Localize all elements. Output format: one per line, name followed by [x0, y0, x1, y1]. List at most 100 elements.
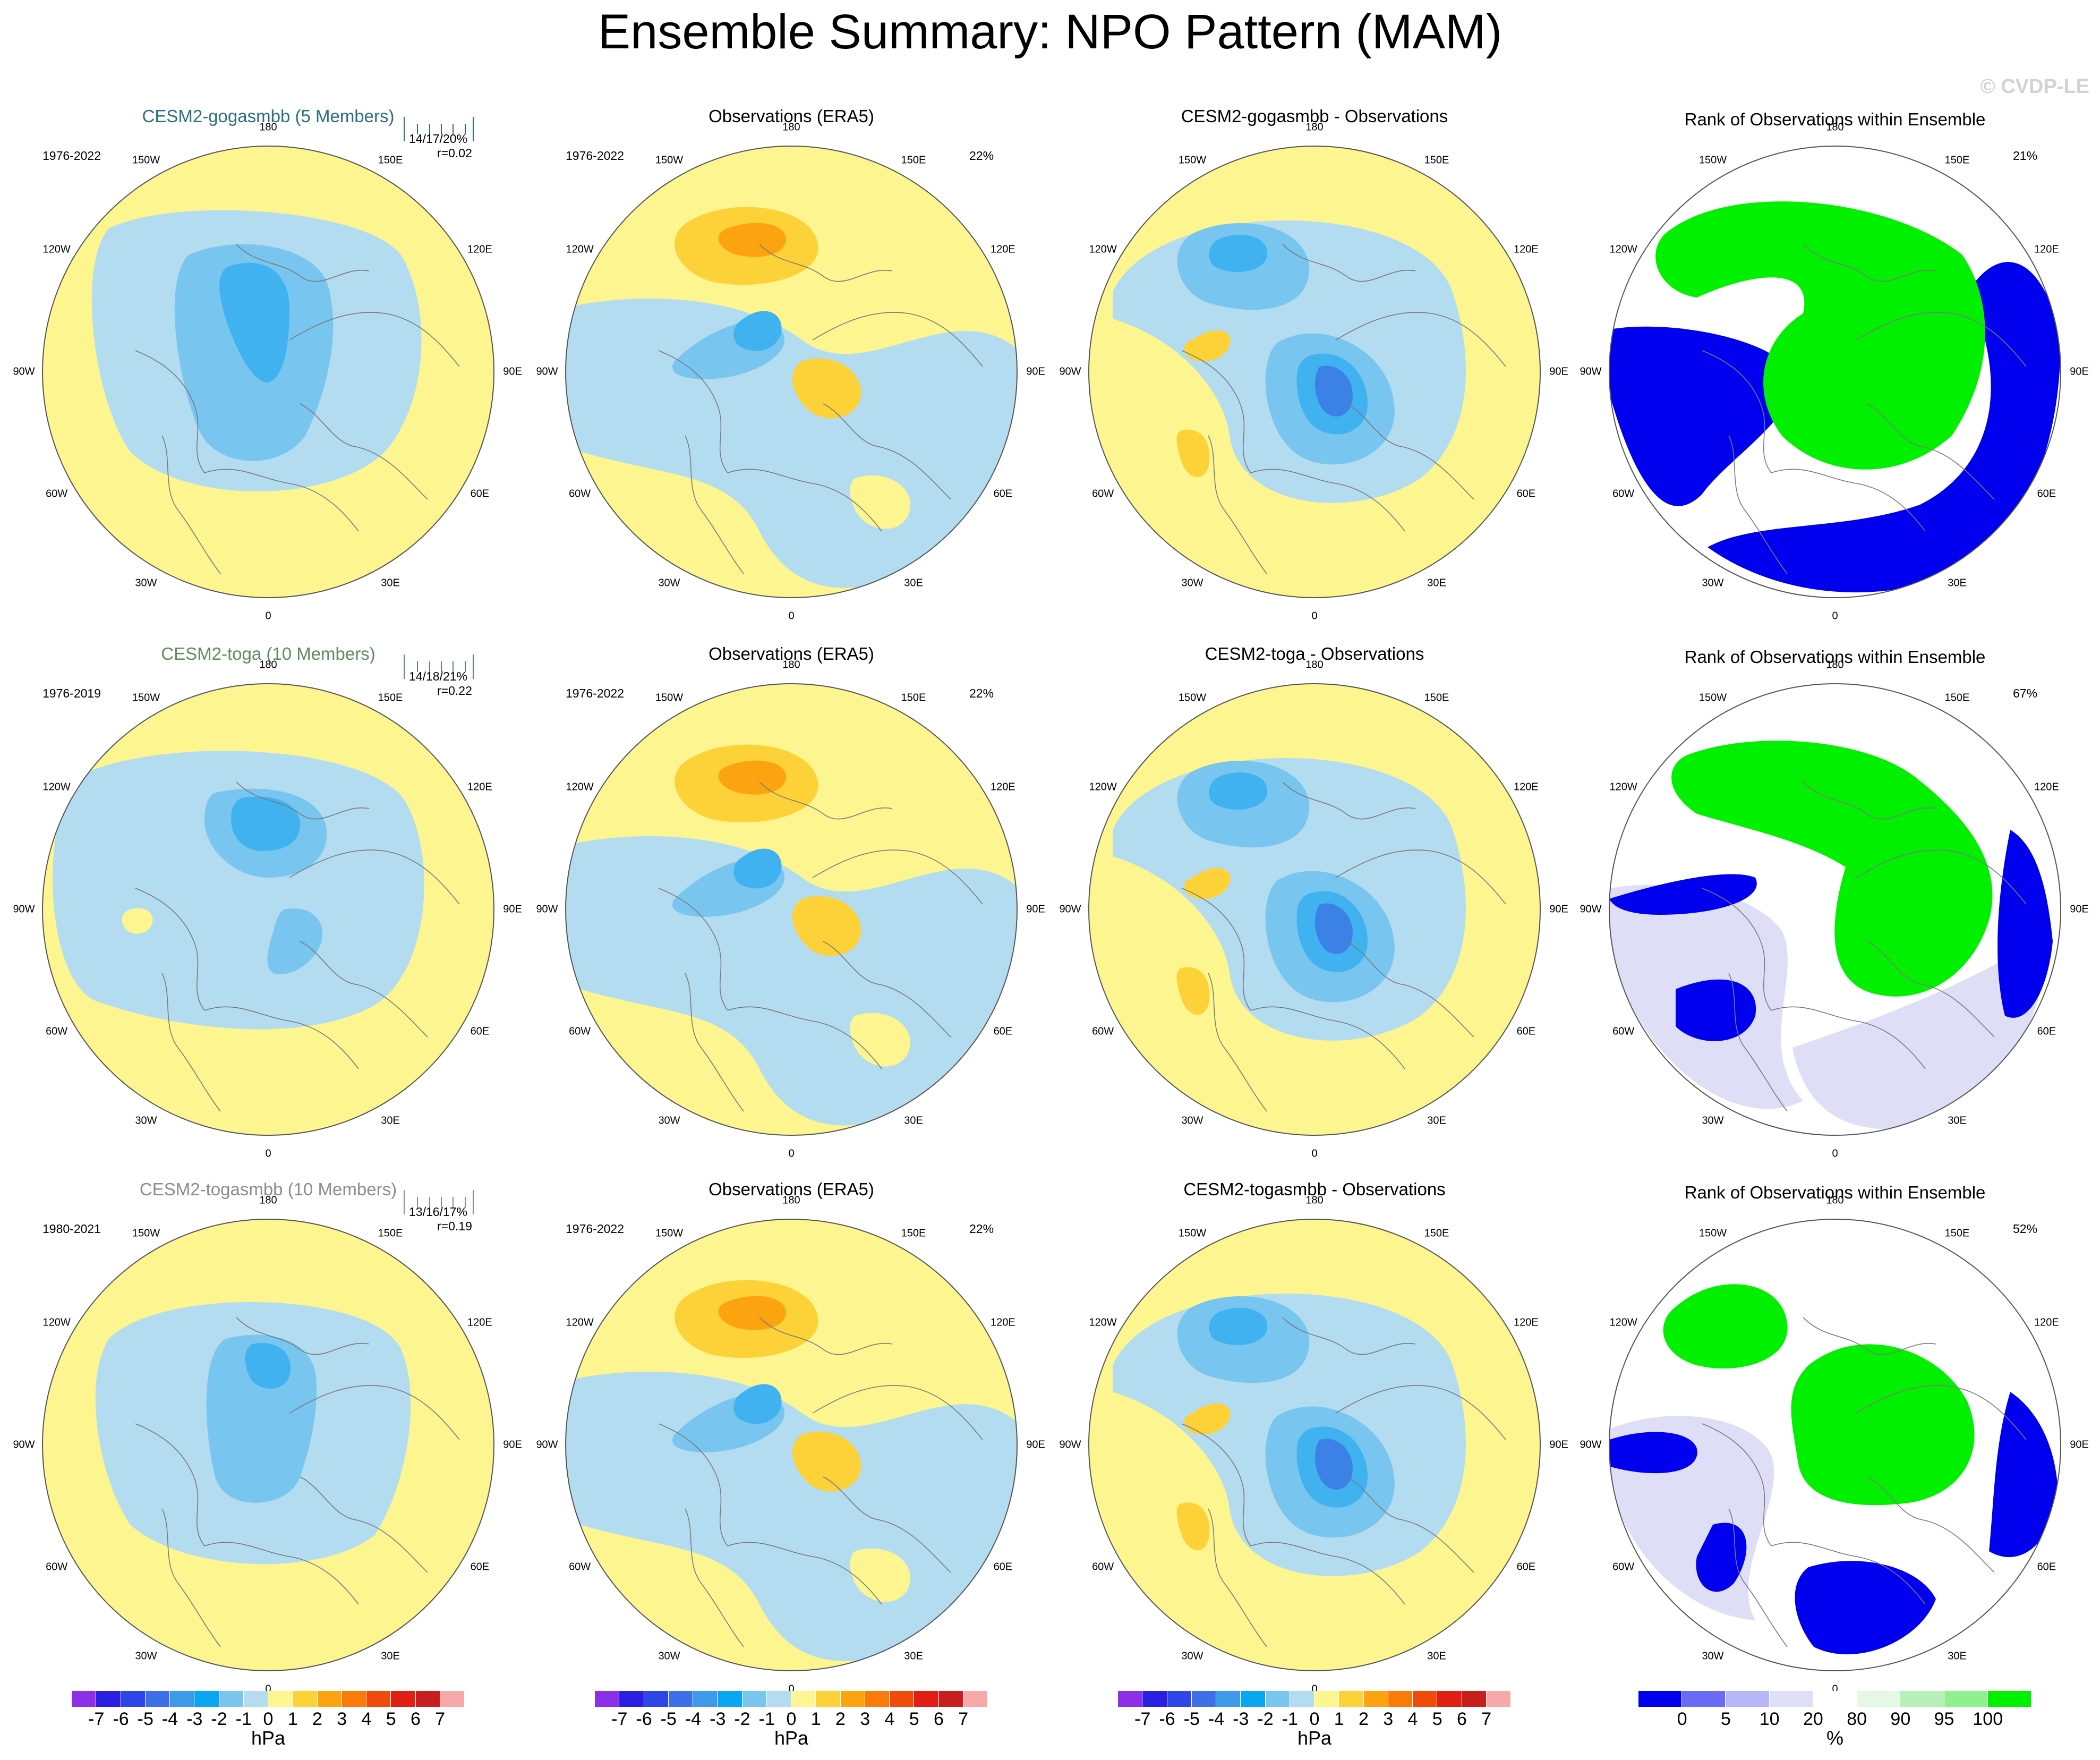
coastline — [135, 888, 205, 1011]
longitude-label: 90E — [1549, 1439, 1568, 1451]
longitude-label: 30E — [381, 1115, 400, 1127]
longitude-label: 30W — [1702, 1115, 1724, 1127]
longitude-label: 150E — [1944, 1227, 1970, 1239]
longitude-label: 150W — [1178, 1227, 1207, 1239]
coastline — [236, 244, 370, 282]
longitude-label: 120E — [1514, 781, 1539, 793]
longitude-label: 150E — [1424, 154, 1449, 166]
coastline — [1702, 888, 1772, 1011]
watermark: © CVDP-LE — [1980, 75, 2089, 98]
longitude-label: 0 — [788, 1683, 795, 1695]
diff-panel-title: CESM2-togasmbb - Observations — [1183, 1179, 1446, 1199]
hpa-colorbar — [72, 1691, 465, 1707]
coastline — [1208, 435, 1267, 574]
page-title: Ensemble Summary: NPO Pattern (MAM) — [597, 5, 1503, 59]
colorbar-tick-label: 1 — [1334, 1709, 1344, 1729]
obs-years: 1976-2022 — [566, 1222, 624, 1236]
coastline — [1771, 469, 1926, 532]
coastline — [812, 849, 983, 905]
longitude-label: 150W — [1698, 692, 1727, 704]
longitude-label: 60E — [470, 488, 490, 500]
coastline — [685, 1508, 744, 1647]
longitude-label: 120E — [991, 781, 1015, 793]
colorbar-tick-label: 20 — [1803, 1709, 1823, 1729]
colorbar-swatch — [963, 1691, 988, 1707]
longitude-label: 60E — [993, 1561, 1013, 1573]
field-region-blue2 — [733, 1384, 782, 1424]
longitude-label: 150E — [1424, 1227, 1449, 1239]
colorbar-unit: hPa — [1297, 1727, 1332, 1749]
coastline — [759, 244, 893, 282]
longitude-label: 90W — [1059, 365, 1081, 378]
longitude-label: 180 — [1826, 1194, 1844, 1206]
member-tick — [453, 124, 454, 134]
longitude-label: 30E — [381, 1650, 400, 1662]
coastline — [1250, 1006, 1405, 1069]
rank-pct: 21% — [2013, 149, 2038, 163]
longitude-label: 0 — [1311, 1147, 1318, 1160]
coastline — [1728, 435, 1788, 574]
colorbar-swatch — [366, 1691, 391, 1707]
colorbar-tick-label: -7 — [611, 1709, 628, 1729]
longitude-label: 120W — [1609, 781, 1637, 793]
longitude-label: 150W — [132, 692, 160, 704]
field-region-blue2 — [1209, 772, 1268, 810]
longitude-label: 150E — [901, 692, 926, 704]
longitude-label: 120W — [1089, 781, 1117, 793]
field-region-orange1 — [1176, 967, 1210, 1015]
field-region-rank_blue — [1609, 262, 2061, 593]
colorbar-tick-label: -2 — [1257, 1709, 1274, 1729]
longitude-label: 0 — [788, 610, 795, 622]
hpa-colorbar — [595, 1691, 988, 1707]
field-region-lightblue — [566, 299, 1017, 588]
longitude-label: 120E — [467, 1316, 492, 1329]
colorbar-tick-label: -6 — [636, 1709, 652, 1729]
longitude-label: 90W — [1059, 1439, 1081, 1451]
rank-map-r3 — [1609, 1219, 2061, 1671]
obs-variance-pct: 22% — [969, 149, 994, 163]
coastline — [1346, 403, 1474, 500]
coastline — [812, 1385, 983, 1440]
longitude-label: 60W — [1092, 488, 1114, 500]
colorbar-swatch — [668, 1691, 693, 1707]
coastline — [1335, 312, 1506, 367]
colorbar-swatch — [938, 1691, 963, 1707]
longitude-label: 120W — [1089, 243, 1117, 256]
colorbar-tick-label: 6 — [934, 1709, 944, 1729]
longitude-label: 180 — [1305, 1194, 1324, 1206]
colorbar-tick-label: 0 — [1677, 1709, 1687, 1729]
longitude-label: 180 — [1826, 659, 1844, 671]
colorbar-tick-label: 0 — [1309, 1709, 1320, 1729]
longitude-label: 120W — [566, 243, 594, 256]
longitude-label: 120W — [1609, 1316, 1637, 1329]
longitude-label: 30W — [658, 1115, 680, 1127]
colorbar-tick-label: -4 — [1208, 1709, 1225, 1729]
colorbar-tick-label: -1 — [235, 1709, 252, 1729]
rank-map-r1 — [1609, 146, 2061, 598]
field-region-orange1 — [792, 358, 861, 419]
colorbar-tick-label: -3 — [186, 1709, 203, 1729]
longitude-label: 0 — [1311, 610, 1318, 622]
longitude-label: 150W — [655, 154, 684, 166]
colorbar-swatch — [72, 1691, 97, 1707]
longitude-label: 150E — [1424, 692, 1449, 704]
colorbar-swatch — [1987, 1691, 2031, 1707]
longitude-label: 120E — [1514, 243, 1539, 256]
coastline — [658, 1423, 728, 1546]
hpa-colorbar — [1118, 1691, 1511, 1707]
longitude-label: 90E — [1549, 903, 1568, 915]
longitude-label: 90E — [2070, 365, 2089, 378]
colorbar-tick-label: 4 — [1407, 1709, 1418, 1729]
longitude-label: 60W — [569, 1025, 591, 1038]
colorbar-swatch — [1290, 1691, 1314, 1707]
longitude-label: 150E — [1944, 692, 1970, 704]
longitude-label: 90E — [1026, 365, 1045, 378]
field-region-rank_blue — [1609, 830, 2053, 1041]
model-years: 1980-2021 — [42, 1222, 101, 1236]
longitude-label: 90E — [1026, 903, 1045, 915]
coastline — [1866, 1476, 1995, 1573]
coastline — [300, 941, 428, 1038]
colorbar-swatch — [1142, 1691, 1167, 1707]
longitude-label: 60W — [569, 1561, 591, 1573]
coastline — [759, 1317, 893, 1355]
